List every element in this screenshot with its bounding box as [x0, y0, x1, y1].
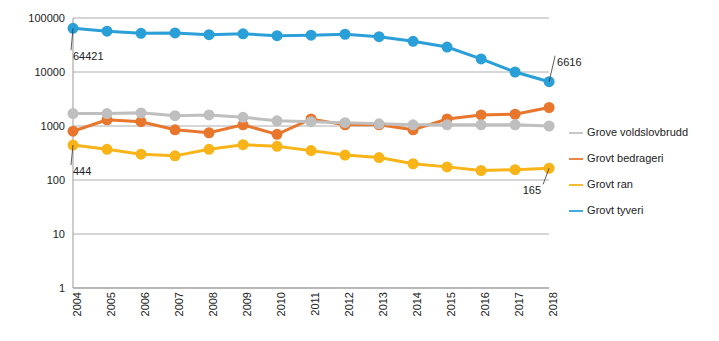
- svg-text:444: 444: [73, 165, 91, 177]
- html-text:Grove voldslovbrudd: Grove voldslovbrudd: [587, 125, 688, 138]
- svg-text:6616: 6616: [557, 56, 581, 68]
- svg-text:2006: 2006: [139, 292, 151, 316]
- svg-text:2015: 2015: [445, 292, 457, 316]
- svg-text:1000: 1000: [41, 120, 65, 132]
- svg-text:2009: 2009: [241, 292, 253, 316]
- svg-text:2012: 2012: [343, 292, 355, 316]
- svg-text:2005: 2005: [105, 292, 117, 316]
- html-text:Grovt ran: Grovt ran: [587, 177, 633, 190]
- svg-text:2010: 2010: [275, 292, 287, 316]
- svg-text:165: 165: [523, 184, 541, 196]
- svg-text:2008: 2008: [207, 292, 219, 316]
- svg-text:64421: 64421: [73, 50, 104, 62]
- svg-text:100: 100: [47, 174, 65, 186]
- svg-text:2016: 2016: [479, 292, 491, 316]
- svg-text:2017: 2017: [513, 292, 525, 316]
- svg-text:2013: 2013: [377, 292, 389, 316]
- svg-text:2011: 2011: [309, 292, 321, 316]
- svg-text:10: 10: [53, 228, 65, 240]
- html-text:Grovt bedrageri: Grovt bedrageri: [587, 151, 664, 164]
- svg-text:2004: 2004: [71, 292, 83, 316]
- svg-text:1: 1: [59, 282, 65, 294]
- svg-text:100000: 100000: [28, 12, 65, 24]
- svg-text:2007: 2007: [173, 292, 185, 316]
- svg-text:2018: 2018: [547, 292, 559, 316]
- html-text:Grovt tyveri: Grovt tyveri: [587, 203, 644, 216]
- svg-text:10000: 10000: [34, 66, 65, 78]
- svg-text:2014: 2014: [411, 292, 423, 316]
